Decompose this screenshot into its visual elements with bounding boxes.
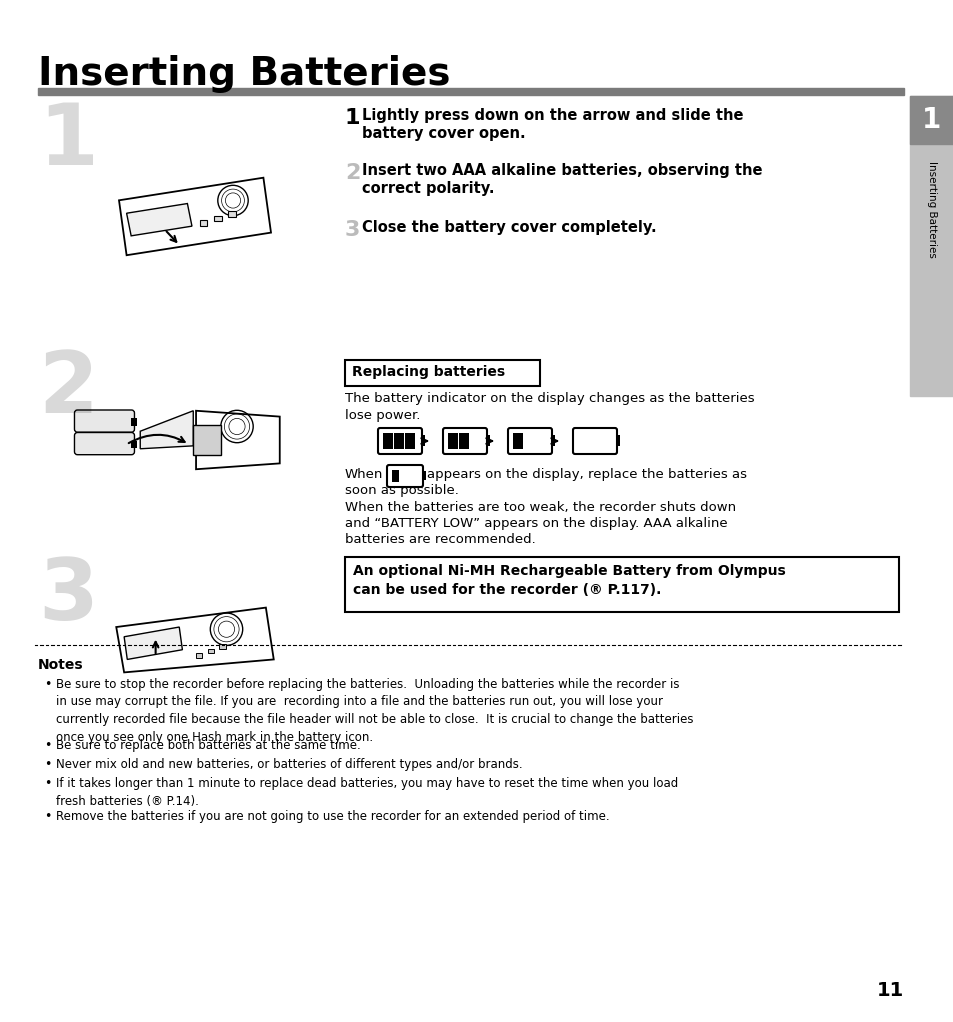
Text: Insert two AAA alkaline batteries, observing the: Insert two AAA alkaline batteries, obser… (361, 162, 761, 178)
FancyBboxPatch shape (74, 432, 134, 455)
Text: If it takes longer than 1 minute to replace dead batteries, you may have to rese: If it takes longer than 1 minute to repl… (56, 777, 678, 807)
Bar (909, 96, 953, 396)
Text: and “BATTERY LOW” appears on the display. AAA alkaline: and “BATTERY LOW” appears on the display… (345, 517, 727, 530)
Text: When: When (345, 468, 383, 481)
Text: Close the battery cover completely.: Close the battery cover completely. (361, 220, 656, 235)
Text: 3: 3 (345, 220, 360, 240)
Bar (405, 433, 415, 449)
Bar (909, 96, 953, 144)
Text: Notes: Notes (38, 658, 84, 672)
Text: can be used for the recorder (® P.117).: can be used for the recorder (® P.117). (353, 583, 660, 597)
Bar (458, 433, 469, 449)
Text: batteries are recommended.: batteries are recommended. (345, 533, 536, 546)
Text: •: • (44, 777, 51, 790)
Text: lose power.: lose power. (345, 409, 420, 422)
Bar (132, 440, 136, 448)
Polygon shape (116, 608, 274, 672)
FancyBboxPatch shape (442, 428, 486, 454)
Text: 2: 2 (345, 162, 360, 183)
Bar (421, 471, 426, 480)
Polygon shape (140, 411, 193, 449)
Bar (551, 435, 555, 447)
Bar (195, 653, 202, 658)
Text: An optional Ni-MH Rechargeable Battery from Olympus: An optional Ni-MH Rechargeable Battery f… (353, 564, 785, 578)
Text: The battery indicator on the display changes as the batteries: The battery indicator on the display cha… (345, 392, 754, 405)
Text: 1: 1 (922, 106, 941, 134)
Text: Inserting Batteries: Inserting Batteries (926, 161, 936, 258)
Polygon shape (124, 628, 182, 659)
Text: Replacing batteries: Replacing batteries (352, 365, 504, 379)
Text: Inserting Batteries: Inserting Batteries (38, 55, 450, 93)
Text: •: • (44, 739, 51, 752)
Text: 2: 2 (38, 349, 98, 431)
Text: When the batteries are too weak, the recorder shuts down: When the batteries are too weak, the rec… (345, 501, 736, 514)
Polygon shape (196, 411, 279, 469)
Text: Lightly press down on the arrow and slide the: Lightly press down on the arrow and slid… (361, 108, 742, 123)
Polygon shape (127, 203, 192, 236)
Bar (392, 470, 399, 482)
Text: •: • (44, 758, 51, 771)
Bar (228, 211, 235, 217)
FancyBboxPatch shape (573, 428, 617, 454)
Text: appears on the display, replace the batteries as: appears on the display, replace the batt… (427, 468, 746, 481)
Bar (394, 433, 403, 449)
Text: 3: 3 (38, 555, 98, 638)
Bar (199, 221, 207, 226)
Text: •: • (44, 810, 51, 823)
Bar (382, 433, 393, 449)
FancyBboxPatch shape (377, 428, 421, 454)
Bar (420, 435, 424, 447)
Bar (193, 425, 221, 455)
Text: •: • (44, 678, 51, 691)
Bar (219, 645, 225, 649)
Bar (485, 435, 490, 447)
FancyBboxPatch shape (387, 465, 422, 487)
Bar (513, 433, 522, 449)
Bar (132, 418, 136, 425)
Text: correct polarity.: correct polarity. (361, 181, 494, 196)
Bar (38, 88, 903, 95)
Bar (448, 433, 457, 449)
FancyBboxPatch shape (507, 428, 552, 454)
Bar (345, 557, 898, 612)
FancyBboxPatch shape (74, 410, 134, 432)
Bar (213, 216, 221, 222)
Bar (345, 360, 539, 386)
Text: Remove the batteries if you are not going to use the recorder for an extended pe: Remove the batteries if you are not goin… (56, 810, 609, 823)
Text: 11: 11 (876, 981, 903, 1000)
Text: soon as possible.: soon as possible. (345, 484, 458, 497)
Text: Be sure to replace both batteries at the same time.: Be sure to replace both batteries at the… (56, 739, 360, 752)
Bar (616, 435, 619, 447)
Text: battery cover open.: battery cover open. (361, 126, 525, 141)
Text: 1: 1 (38, 100, 98, 183)
Text: 1: 1 (345, 108, 360, 128)
Text: Be sure to stop the recorder before replacing the batteries.  Unloading the batt: Be sure to stop the recorder before repl… (56, 678, 693, 743)
Text: Never mix old and new batteries, or batteries of different types and/or brands.: Never mix old and new batteries, or batt… (56, 758, 522, 771)
Polygon shape (119, 178, 271, 256)
Bar (208, 649, 213, 653)
